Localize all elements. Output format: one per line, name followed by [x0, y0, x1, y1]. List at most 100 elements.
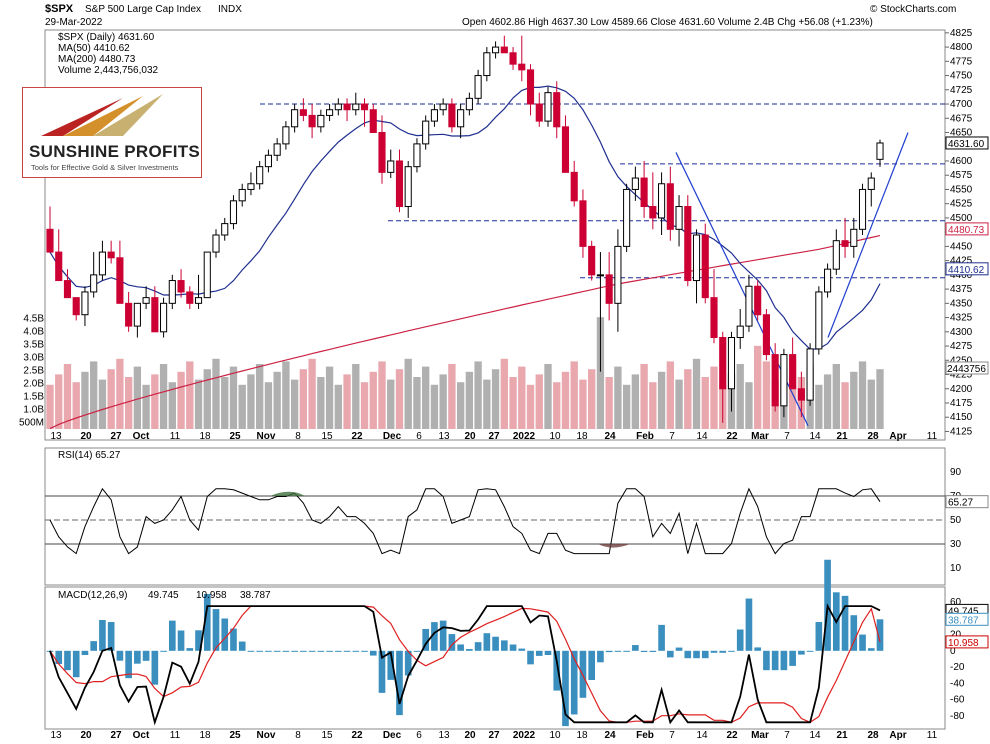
volume-bar	[439, 374, 447, 429]
stockcharts-credit: © StockCharts.com	[870, 4, 956, 15]
bottom-x-tick-label: 7	[784, 730, 790, 741]
candle-body	[631, 177, 639, 190]
price-tick-label: 4825	[950, 28, 973, 39]
candle-body	[719, 337, 727, 390]
macd-tick-label: 20	[950, 630, 962, 641]
price-tick-label: 4175	[950, 398, 973, 409]
x-tick-label: 27	[488, 431, 500, 442]
macd-tag-box	[945, 635, 989, 649]
price-tick-label: 4275	[950, 341, 973, 352]
volume-bar	[133, 366, 142, 429]
candle-body	[168, 280, 176, 304]
macd-tick-label: 0	[950, 646, 956, 657]
volume-bar	[299, 369, 308, 429]
macd-histogram-bar	[317, 650, 325, 652]
macd-histogram-bar	[876, 619, 884, 651]
bottom-x-tick-label: Feb	[636, 730, 654, 741]
macd-histogram-bar	[614, 650, 622, 652]
logo-tagline: Tools for Effective Gold & Silver Invest…	[31, 163, 179, 172]
price-tick-label: 4650	[950, 128, 973, 139]
candle-body	[762, 314, 770, 356]
rsi-line	[49, 487, 881, 555]
volume-bar	[63, 364, 72, 429]
candle-body	[352, 103, 360, 111]
macd-histogram-bar	[221, 618, 229, 651]
volume-bar	[334, 384, 342, 429]
x-tick-label: 11	[927, 431, 938, 442]
macd-histogram-bar	[300, 650, 307, 652]
candle-body	[815, 291, 823, 350]
macd-histogram-bar	[404, 650, 412, 676]
macd-signal-value: 10.958	[196, 590, 227, 601]
volume-tick-label: 500M	[19, 418, 44, 429]
macd-histogram-bar	[719, 650, 727, 653]
bottom-x-tick-label: 27	[110, 730, 122, 741]
candle-body	[727, 337, 736, 390]
bottom-x-tick-label: Oct	[133, 730, 150, 741]
price-tick-label: 4350	[950, 298, 973, 309]
volume-bar	[850, 371, 858, 429]
candle-body	[745, 285, 753, 327]
volume-bar	[762, 361, 771, 429]
volume-bar	[46, 384, 54, 429]
x-tick-label: Oct	[133, 431, 150, 442]
volume-bar	[177, 371, 185, 429]
price-tick-label: 4800	[950, 42, 973, 53]
volume-bar	[832, 364, 840, 429]
x-tick-label: Apr	[889, 431, 906, 442]
macd-histogram-bar	[623, 650, 630, 652]
volume-bar	[570, 361, 578, 429]
macd-histogram-bar	[658, 624, 665, 651]
volume-bar	[369, 371, 377, 429]
candle-body	[387, 160, 395, 173]
macd-histogram-bar	[81, 650, 89, 656]
macd-histogram-bar	[736, 629, 744, 651]
x-tick-label: 20	[464, 431, 476, 442]
x-tick-label: Mar	[751, 431, 769, 442]
macd-histogram-bar	[151, 650, 159, 685]
volume-bar	[186, 361, 194, 429]
candle-body	[832, 240, 840, 270]
price-tick-label: 4700	[950, 99, 973, 110]
macd-histogram-bar	[334, 650, 342, 652]
ma200-tag-box	[945, 222, 989, 236]
volume-bar	[754, 345, 762, 429]
volume-bar	[203, 369, 211, 429]
volume-bar	[264, 382, 273, 429]
ma200-tag: 4480.73	[948, 225, 985, 236]
volume-bar	[387, 379, 395, 429]
x-tick-label: 18	[576, 431, 588, 442]
candle-body	[509, 52, 517, 65]
x-tick-label: 18	[199, 431, 211, 442]
candle-body	[273, 143, 281, 156]
macd-histogram-bar	[841, 595, 849, 651]
volume-tick-label: 3.5B	[23, 340, 44, 351]
x-tick-label: 13	[50, 431, 62, 442]
bottom-x-tick-label: 6	[416, 730, 422, 741]
price-tick-label: 4300	[950, 327, 973, 338]
volume-tick-label: 1.0B	[23, 405, 44, 416]
macd-histogram-bar	[134, 650, 141, 664]
price-tick-label: 4575	[950, 170, 973, 181]
candle-body	[518, 63, 526, 71]
x-tick-label: 10	[549, 431, 561, 442]
price-tick-label: 4325	[950, 313, 973, 324]
volume-bar	[378, 361, 386, 429]
bottom-x-tick-label: 18	[199, 730, 211, 741]
macd-histogram-bar	[160, 650, 167, 652]
bottom-x-tick-label: 27	[488, 730, 500, 741]
macd-histogram-bar	[806, 650, 814, 652]
x-tick-label: 7	[669, 431, 675, 442]
macd-histogram-bar	[763, 650, 770, 671]
volume-bar	[675, 379, 683, 429]
volume-bar	[168, 382, 176, 429]
candle-body	[867, 177, 875, 190]
bottom-x-tick-label: 11	[170, 730, 181, 741]
volume-bar	[867, 379, 875, 429]
volume-bar	[55, 374, 63, 429]
macd-signal-line	[49, 605, 881, 723]
candle-body	[483, 52, 491, 77]
volume-bar	[666, 361, 674, 429]
macd-histogram-bar	[107, 622, 115, 651]
macd-tag: 49.745	[948, 606, 979, 617]
